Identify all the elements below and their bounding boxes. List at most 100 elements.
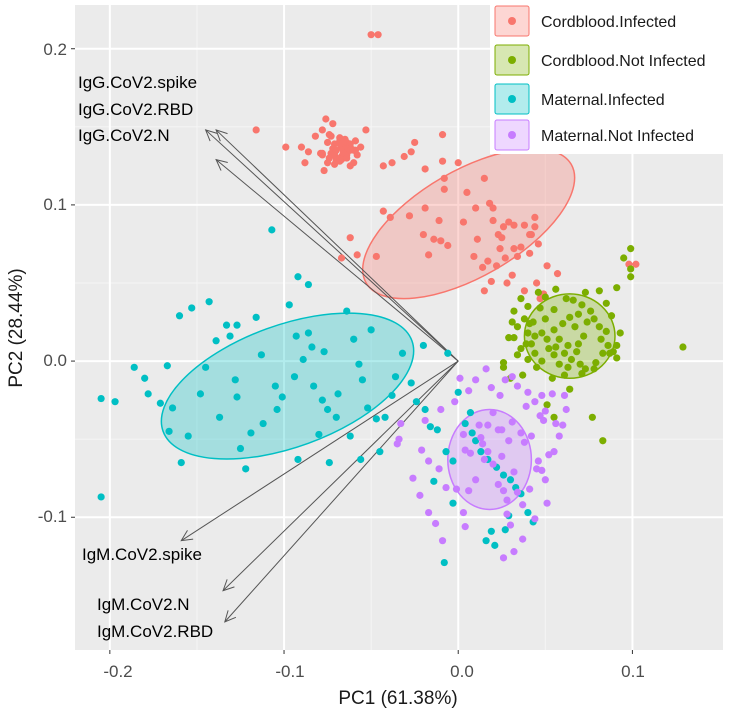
point-maternal-infected: [332, 413, 340, 421]
point-cordblood-not-infected: [513, 351, 522, 359]
point-cordblood-not-infected: [526, 319, 534, 328]
point-maternal-infected: [226, 332, 234, 340]
point-cordblood-infected: [553, 270, 562, 278]
point-maternal-not-infected: [472, 476, 480, 484]
point-maternal-infected: [236, 444, 245, 453]
point-cordblood-infected: [473, 235, 481, 243]
point-cordblood-infected: [430, 235, 438, 243]
legend-dot-maternal-not-infected: [508, 131, 516, 139]
point-cordblood-not-infected: [627, 245, 635, 253]
point-maternal-not-infected: [425, 457, 433, 465]
point-maternal-infected: [156, 399, 164, 407]
point-cordblood-infected: [526, 230, 534, 239]
point-cordblood-infected: [400, 152, 408, 161]
point-cordblood-not-infected: [573, 348, 581, 356]
point-cordblood-not-infected: [566, 313, 574, 321]
point-maternal-not-infected: [531, 398, 539, 406]
point-cordblood-not-infected: [541, 315, 549, 323]
point-cordblood-not-infected: [599, 349, 607, 357]
point-cordblood-not-infected: [592, 359, 600, 367]
point-cordblood-infected: [531, 213, 539, 221]
point-maternal-not-infected: [466, 449, 475, 457]
point-maternal-infected: [398, 349, 407, 357]
point-maternal-not-infected: [550, 448, 558, 456]
point-maternal-not-infected: [527, 432, 535, 440]
point-cordblood-not-infected: [566, 385, 574, 393]
point-maternal-infected: [364, 404, 372, 412]
point-cordblood-not-infected: [550, 413, 558, 421]
point-cordblood-not-infected: [534, 288, 542, 296]
point-maternal-not-infected: [541, 407, 549, 415]
point-maternal-not-infected: [526, 485, 534, 493]
point-cordblood-not-infected: [578, 369, 586, 378]
point-maternal-infected: [247, 429, 255, 437]
point-maternal-infected: [442, 448, 450, 456]
x-tick-label-0-0: 0.0: [450, 662, 474, 681]
point-cordblood-not-infected: [519, 371, 527, 379]
point-maternal-infected: [391, 373, 400, 381]
point-cordblood-not-infected: [531, 349, 539, 357]
point-cordblood-not-infected: [583, 318, 591, 326]
point-cordblood-infected: [472, 204, 480, 212]
point-cordblood-infected: [480, 174, 488, 182]
loading-arrowhead-igm-cov2-n: [222, 579, 235, 592]
point-maternal-not-infected: [510, 468, 518, 476]
y-tick-label-neg-0-1: -0.1: [38, 507, 67, 526]
point-maternal-infected: [318, 396, 326, 404]
point-maternal-infected: [477, 448, 485, 456]
point-maternal-not-infected: [472, 376, 480, 384]
loading-label-igg-n: IgG.CoV2.N: [78, 126, 170, 145]
point-cordblood-infected: [487, 277, 495, 286]
point-cordblood-infected: [510, 221, 518, 229]
point-maternal-infected: [212, 337, 220, 345]
point-cordblood-not-infected: [587, 307, 595, 315]
loading-arrow-igm-cov2-rbd: [224, 360, 459, 623]
point-cordblood-not-infected: [613, 341, 621, 350]
loading-arrow-igg-cov2-spike: [205, 129, 459, 362]
point-maternal-not-infected: [534, 457, 542, 465]
point-maternal-infected: [499, 471, 508, 479]
point-maternal-infected: [111, 398, 119, 406]
point-cordblood-infected: [252, 126, 260, 134]
point-cordblood-not-infected: [552, 285, 560, 293]
point-cordblood-not-infected: [564, 341, 572, 350]
point-cordblood-not-infected: [590, 365, 598, 373]
point-cordblood-not-infected: [607, 312, 616, 320]
point-cordblood-infected: [330, 160, 339, 168]
point-cordblood-not-infected: [604, 341, 612, 350]
point-cordblood-not-infected: [576, 360, 584, 368]
x-axis-title: PC1 (61.38%): [338, 688, 457, 709]
point-maternal-not-infected: [489, 409, 497, 417]
point-maternal-not-infected: [475, 421, 483, 429]
point-maternal-not-infected: [425, 508, 433, 517]
loading-arrowhead-igm-cov2-rbd: [224, 610, 237, 623]
point-maternal-not-infected: [496, 391, 504, 400]
point-cordblood-not-infected: [555, 335, 563, 343]
point-cordblood-infected: [411, 138, 419, 147]
point-cordblood-not-infected: [569, 296, 577, 304]
point-cordblood-infected: [405, 212, 414, 220]
point-cordblood-not-infected: [574, 310, 583, 318]
point-cordblood-infected: [350, 159, 358, 167]
legend: Cordblood.Infected Cordblood.Not Infecte…: [490, 0, 750, 154]
point-cordblood-infected: [337, 254, 346, 262]
point-maternal-not-infected: [421, 416, 429, 425]
point-cordblood-infected: [388, 159, 396, 167]
point-cordblood-infected: [421, 204, 429, 212]
point-maternal-not-infected: [513, 382, 522, 390]
point-maternal-infected: [278, 393, 286, 401]
point-cordblood-infected: [505, 218, 513, 226]
point-maternal-not-infected: [539, 416, 548, 425]
point-maternal-infected: [487, 527, 495, 535]
loading-arrowhead-igm-cov2-spike: [180, 530, 194, 542]
point-cordblood-infected: [489, 204, 497, 212]
point-cordblood-infected: [440, 185, 448, 193]
point-maternal-not-infected: [479, 440, 487, 448]
point-cordblood-not-infected: [574, 340, 583, 348]
point-maternal-not-infected: [456, 374, 464, 382]
point-maternal-not-infected: [499, 487, 508, 495]
point-maternal-not-infected: [484, 421, 492, 429]
point-maternal-infected: [334, 390, 342, 398]
point-maternal-infected: [468, 429, 476, 437]
point-cordblood-not-infected: [533, 363, 541, 371]
